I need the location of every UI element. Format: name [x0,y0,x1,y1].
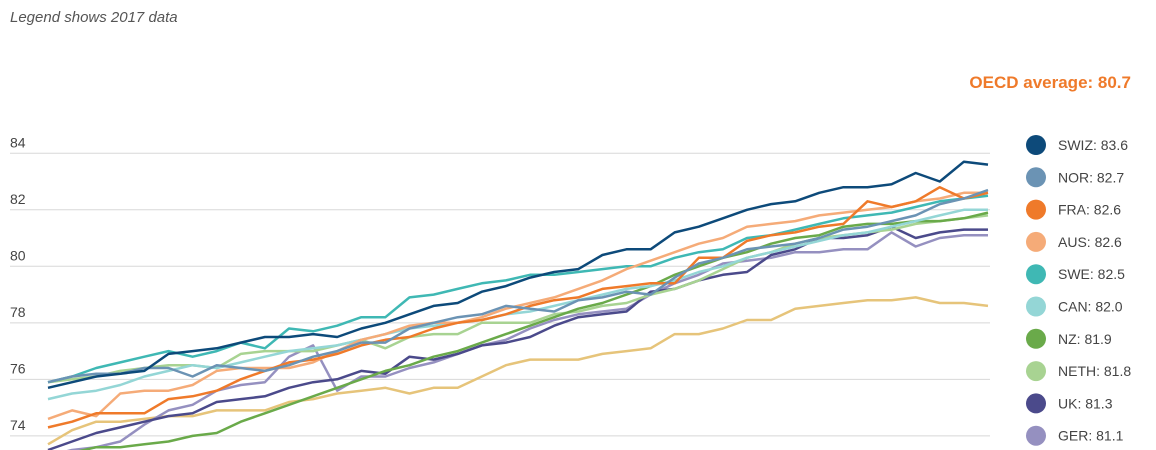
legend-label: FRA: 82.6 [1058,202,1121,218]
y-tick-label: 76 [10,360,26,376]
legend-swatch [1026,167,1046,188]
y-tick-label: 80 [10,247,26,263]
legend-label: SWE: 82.5 [1058,266,1125,282]
legend-label: CAN: 82.0 [1058,299,1123,315]
y-tick-label: 78 [10,304,26,320]
legend-label: SWIZ: 83.6 [1058,137,1128,153]
line [47,296,989,446]
legend-swatch [1026,361,1046,382]
line [66,231,988,450]
y-tick-label: 74 [10,417,26,433]
legend-label: AUS: 82.6 [1058,234,1122,250]
line [47,160,989,390]
line [47,191,988,421]
legend-swatch [1026,199,1046,220]
y-tick-label: 84 [10,134,26,150]
legend-swatch [1026,264,1046,285]
legend-label: NETH: 81.8 [1058,363,1131,379]
legend-label: NOR: 82.7 [1058,169,1124,185]
line [47,208,988,401]
legend-swatch [1026,231,1046,252]
line [47,194,989,384]
line [47,214,989,384]
line [47,185,989,429]
legend-swatch [1026,425,1046,446]
legend-label: NZ: 81.9 [1058,331,1112,347]
line [47,188,989,384]
legend-swatch [1026,393,1046,414]
legend-label: GER: 81.1 [1058,428,1124,444]
legend-swatch [1026,328,1046,349]
annotation: OECD average: 80.7 [969,73,1131,92]
y-tick-label: 82 [10,191,26,207]
line [78,211,989,450]
legend-label: UK: 81.3 [1058,395,1113,411]
legend-swatch [1026,135,1046,155]
legend-swatch [1026,296,1046,317]
subtitle: Legend shows 2017 data [10,9,178,26]
